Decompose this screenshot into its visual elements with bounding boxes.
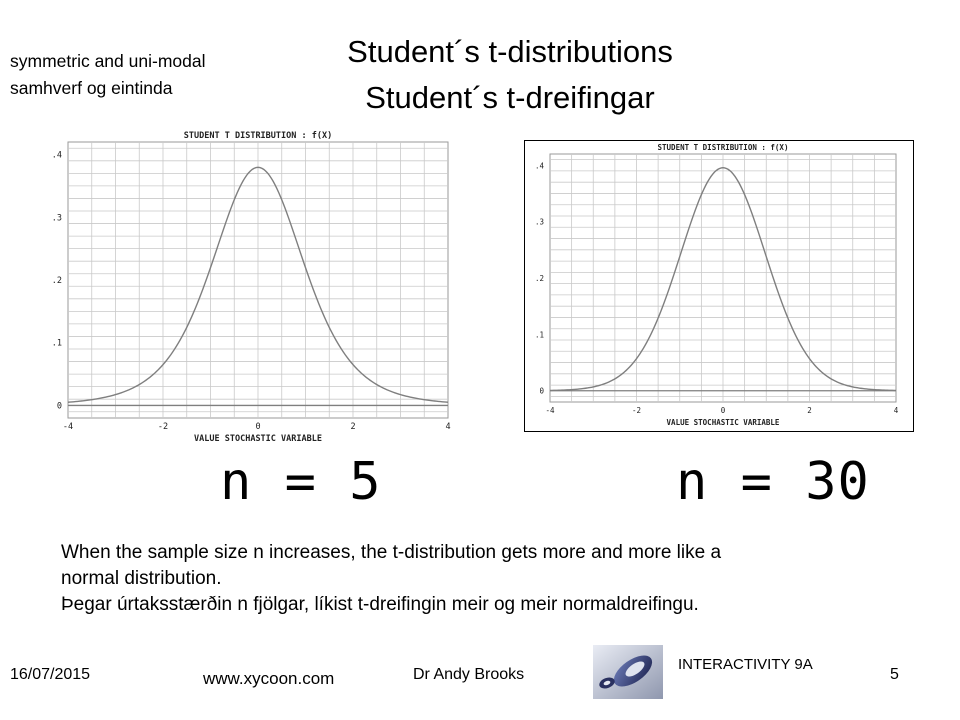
property-note: symmetric and uni-modal samhverf og eint… (10, 48, 205, 102)
chart-frame (524, 140, 914, 432)
density-curve (67, 166, 449, 403)
x-tick-label: -4 (63, 422, 73, 432)
chart-n30: STUDENT T DISTRIBUTION : f(X) 0 .1 .2 .3 .4 -4… (524, 140, 914, 437)
y-tick-label: 0 (539, 387, 544, 396)
x-tick-label: 2 (807, 406, 812, 415)
density-curve (549, 167, 897, 392)
x-tick-label: -2 (158, 422, 168, 432)
y-tick-label: 0 (57, 401, 62, 411)
description-text: When the sample size n increases, the t-… (61, 540, 941, 618)
page-title: Student´s t-distributions (347, 34, 673, 69)
x-tick-label: -4 (545, 406, 555, 415)
chart-title: STUDENT T DISTRIBUTION : f(X) (658, 143, 789, 152)
y-tick-label: .4 (535, 161, 545, 170)
y-tick-label: .1 (535, 330, 544, 339)
description-line: When the sample size n increases, the t-… (61, 542, 722, 563)
footer-page-number: 5 (890, 666, 899, 683)
x-tick-label: 0 (255, 422, 260, 432)
note-line-icelandic: samhverf og eintinda (10, 78, 173, 98)
description-line: Þegar úrtaksstærðin n fjölgar, líkist t-… (61, 594, 699, 615)
x-axis-label: VALUE STOCHASTIC VARIABLE (194, 434, 322, 444)
note-line-english: symmetric and uni-modal (10, 51, 206, 71)
x-tick-label: 2 (350, 422, 355, 432)
footer-author: Dr Andy Brooks (413, 666, 525, 683)
y-tick-label: .2 (535, 274, 544, 283)
footer-course: INTERACTIVITY 9A (678, 656, 813, 673)
chart-n5-svg: STUDENT T DISTRIBUTION : f(X) 0 .1 .2 .3 .4 -4… (52, 131, 451, 444)
chart-n5: STUDENT T DISTRIBUTION : f(X) 0 .1 .2 .3 .4 -4… (40, 128, 472, 457)
sample-size-label-n5: n = 5 (220, 452, 382, 512)
y-tick-label: .3 (535, 218, 544, 227)
xycoon-logo-icon (593, 645, 663, 699)
footer-date: 16/07/2015 (10, 666, 91, 683)
x-tick-label: 4 (445, 422, 450, 432)
y-tick-label: .2 (52, 276, 62, 286)
y-tick-label: .4 (52, 151, 62, 161)
x-tick-label: -2 (632, 406, 641, 415)
page-subtitle: Student´s t-dreifingar (365, 80, 655, 115)
chart-title: STUDENT T DISTRIBUTION : f(X) (184, 131, 332, 141)
y-tick-label: .3 (52, 213, 62, 223)
x-tick-label: 4 (894, 406, 899, 415)
x-tick-label: 0 (721, 406, 726, 415)
x-axis-label: VALUE STOCHASTIC VARIABLE (667, 418, 780, 427)
y-tick-label: .1 (52, 339, 62, 349)
footer-website: www.xycoon.com (203, 669, 335, 688)
sample-size-label-n30: n = 30 (676, 452, 870, 512)
chart-n30-svg: STUDENT T DISTRIBUTION : f(X) 0 .1 .2 .3 .4 -4… (524, 140, 914, 432)
description-line: normal distribution. (61, 568, 222, 589)
